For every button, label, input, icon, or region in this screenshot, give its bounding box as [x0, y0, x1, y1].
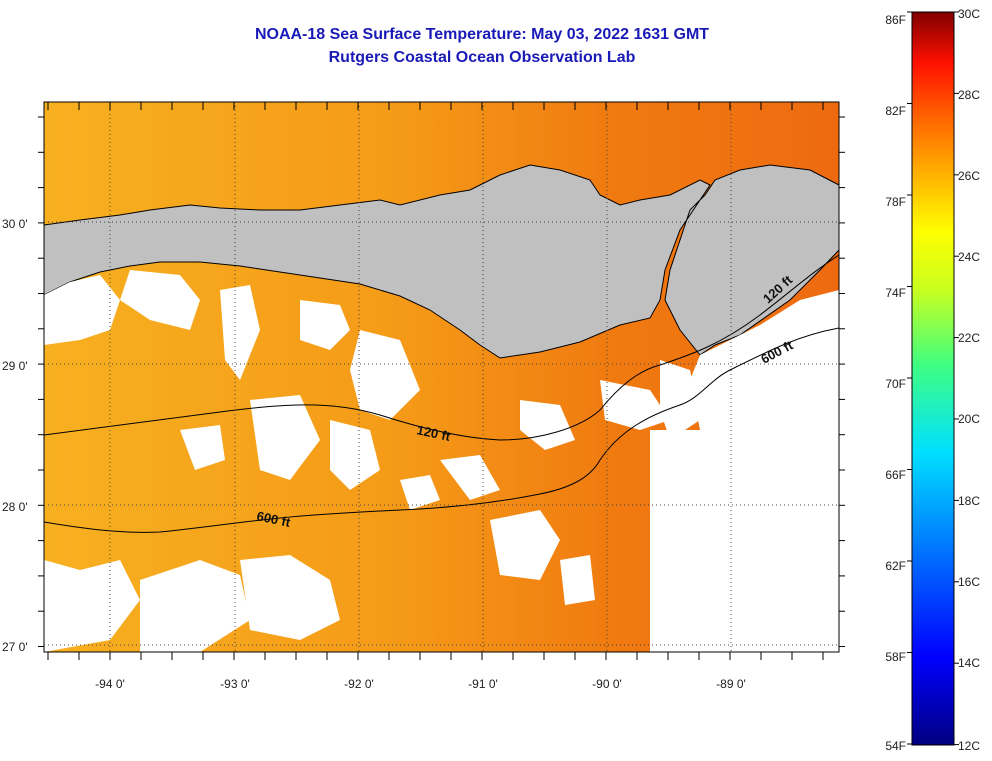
map-frame [43, 101, 840, 653]
lat-label-27: 27 0' [2, 640, 28, 654]
contour-120ft [44, 254, 839, 441]
depth-contours [44, 254, 839, 533]
colorbar-c-24: 24C [958, 250, 980, 264]
colorbar-c-20: 20C [958, 412, 980, 426]
lon-label-89: -89 0' [716, 677, 746, 691]
colorbar-f-54: 54F [885, 739, 906, 753]
colorbar-f-82: 82F [885, 104, 906, 118]
colorbar-f-58: 58F [885, 650, 906, 664]
colorbar-c-28: 28C [958, 88, 980, 102]
lon-label-93: -93 0' [220, 677, 250, 691]
colorbar-c-12: 12C [958, 739, 980, 753]
colorbar-f-66: 66F [885, 468, 906, 482]
lon-label-91: -91 0' [468, 677, 498, 691]
graticule [38, 102, 845, 660]
colorbar-c-18: 18C [958, 494, 980, 508]
colorbar-f-86: 86F [885, 13, 906, 27]
lon-label-92: -92 0' [344, 677, 374, 691]
colorbar-c-30: 30C [958, 7, 980, 21]
lat-label-28: 28 0' [2, 500, 28, 514]
lat-label-29: 29 0' [2, 359, 28, 373]
land-mass [44, 102, 839, 359]
lon-label-94: -94 0' [95, 677, 125, 691]
cloud-cover [44, 270, 839, 652]
map-panel [44, 102, 839, 652]
colorbar-f-70: 70F [885, 377, 906, 391]
colorbar-c-26: 26C [958, 169, 980, 183]
colorbar-f-62: 62F [885, 559, 906, 573]
colorbar-f-74: 74F [885, 286, 906, 300]
contour-label-600ft-west: 600 ft [255, 508, 292, 530]
map-subtitle: Rutgers Coastal Ocean Observation Lab [328, 49, 636, 66]
colorbar-gradient [911, 11, 955, 746]
colorbar-f-78: 78F [885, 195, 906, 209]
map-title: NOAA-18 Sea Surface Temperature: May 03,… [254, 26, 710, 43]
colorbar-c-16: 16C [958, 575, 980, 589]
lon-label-90: -90 0' [592, 677, 622, 691]
lat-label-30: 30 0' [2, 217, 28, 231]
colorbar-c-14: 14C [958, 656, 980, 670]
contour-600ft [44, 327, 839, 533]
colorbar: 86F 82F 78F 74F 70F 66F 62F 58F 54F 30C … [885, 7, 980, 753]
contour-label-120ft-west: 120 ft [415, 422, 452, 444]
colorbar-c-22: 22C [958, 331, 980, 345]
